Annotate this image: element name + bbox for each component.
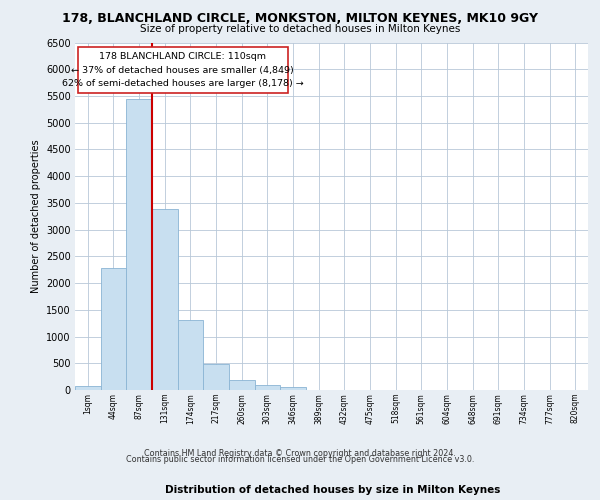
Text: 178 BLANCHLAND CIRCLE: 110sqm
← 37% of detached houses are smaller (4,849)
62% o: 178 BLANCHLAND CIRCLE: 110sqm ← 37% of d… <box>62 52 304 88</box>
Bar <box>152 210 178 390</box>
Text: Size of property relative to detached houses in Milton Keynes: Size of property relative to detached ho… <box>140 24 460 34</box>
Text: Distribution of detached houses by size in Milton Keynes: Distribution of detached houses by size … <box>166 485 500 495</box>
Bar <box>229 380 254 390</box>
Bar <box>203 364 229 390</box>
Text: 178, BLANCHLAND CIRCLE, MONKSTON, MILTON KEYNES, MK10 9GY: 178, BLANCHLAND CIRCLE, MONKSTON, MILTON… <box>62 12 538 26</box>
Bar <box>127 98 152 390</box>
Y-axis label: Number of detached properties: Number of detached properties <box>31 140 41 293</box>
Text: Contains public sector information licensed under the Open Government Licence v3: Contains public sector information licen… <box>126 455 474 464</box>
Bar <box>101 268 127 390</box>
Bar <box>254 385 280 390</box>
Text: Contains HM Land Registry data © Crown copyright and database right 2024.: Contains HM Land Registry data © Crown c… <box>144 448 456 458</box>
Bar <box>75 386 101 390</box>
Bar <box>178 320 203 390</box>
Bar <box>280 387 306 390</box>
Bar <box>77 47 288 94</box>
